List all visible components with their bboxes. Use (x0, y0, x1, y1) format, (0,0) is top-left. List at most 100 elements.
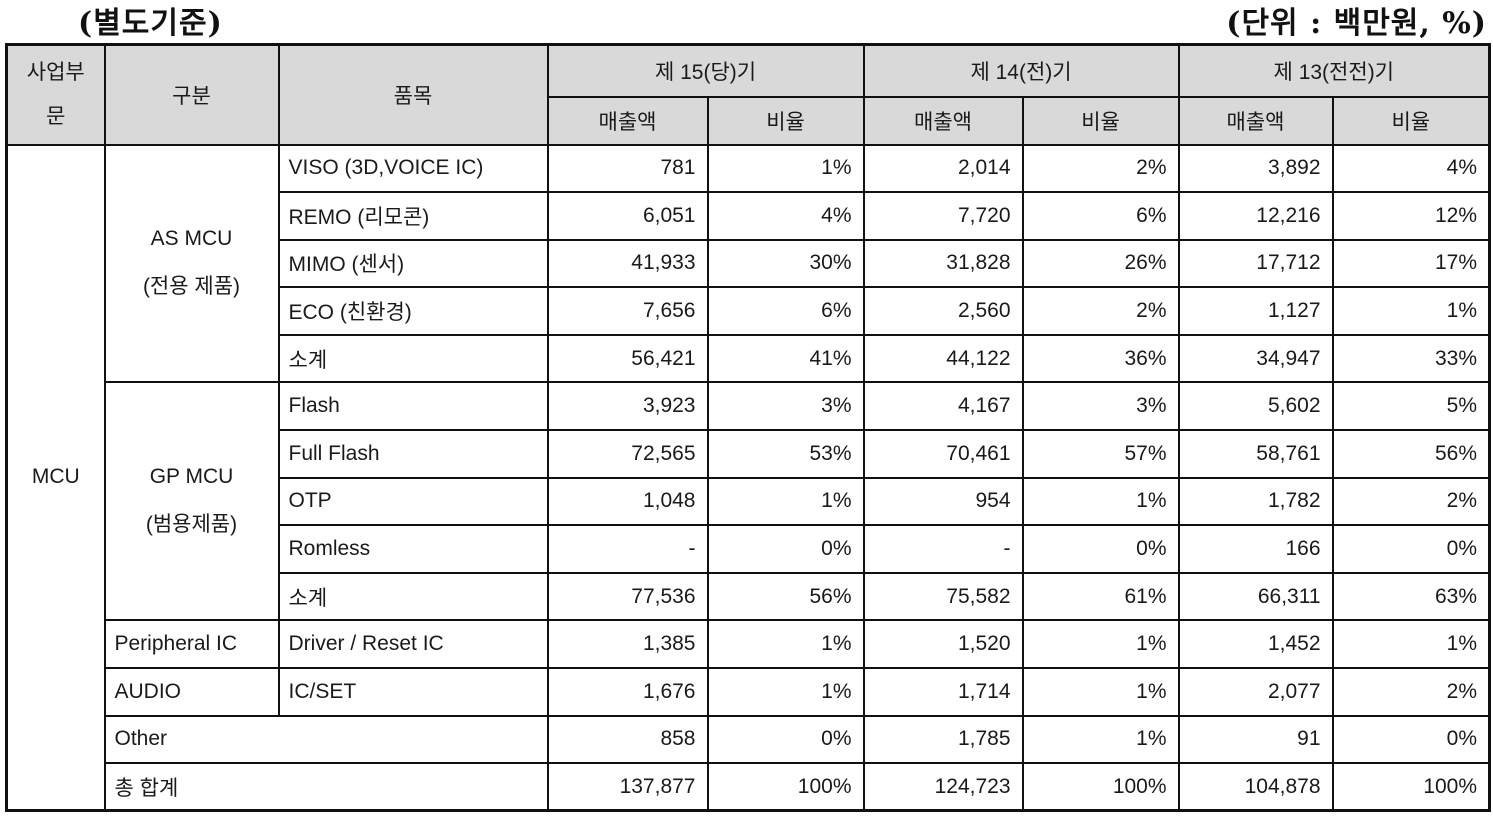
sales-cell: 4,167 (862, 381, 1024, 432)
category-cell-audio: AUDIO (103, 667, 280, 717)
ratio-cell: 5% (1331, 381, 1491, 432)
ratio-cell: 100% (1331, 762, 1491, 812)
sales-cell: 3,923 (546, 381, 709, 432)
sales-cell: 70,461 (862, 429, 1024, 479)
ratio-cell: 3% (706, 381, 865, 432)
ratio-cell: 33% (1331, 333, 1491, 384)
header-period-14: 제 14(전)기 (862, 43, 1180, 98)
sales-cell: 137,877 (546, 762, 709, 812)
ratio-cell: 2% (1331, 667, 1491, 717)
sales-cell: 44,122 (862, 333, 1024, 384)
item-cell: Flash (277, 381, 549, 432)
category-cell-gp-mcu: GP MCU (범용제품) (103, 381, 280, 622)
ratio-cell: 1% (1021, 619, 1180, 670)
sales-cell: 124,723 (862, 762, 1024, 812)
ratio-cell: 17% (1331, 238, 1491, 289)
sales-cell: 58,761 (1177, 429, 1334, 479)
sales-cell: 12,216 (1177, 191, 1334, 241)
header-sales-14: 매출액 (862, 95, 1024, 146)
sales-cell: - (546, 524, 709, 574)
ratio-cell: 30% (706, 238, 865, 289)
ratio-cell: 41% (706, 333, 865, 384)
item-cell: IC/SET (277, 667, 549, 717)
sales-cell: 1,714 (862, 667, 1024, 717)
header-category: 구분 (103, 43, 280, 146)
ratio-cell: 1% (706, 619, 865, 670)
ratio-cell: 36% (1021, 333, 1180, 384)
table-row: MCU AS MCU (전용 제품) VISO (3D,VOICE IC) 781… (5, 143, 1491, 812)
sales-cell: 6,051 (546, 191, 709, 241)
ratio-cell: 61% (1021, 571, 1180, 622)
item-cell: OTP (277, 476, 549, 527)
item-cell: REMO (리모콘) (277, 191, 549, 241)
table-row: ECO (친환경) 7,656 6% 2,560 2% 1,127 1% (7, 286, 1491, 336)
sales-cell: 17,712 (1177, 238, 1334, 289)
ratio-cell: 4% (706, 191, 865, 241)
item-cell: Full Flash (277, 429, 549, 479)
ratio-cell: 1% (706, 143, 865, 194)
sales-cell: 34,947 (1177, 333, 1334, 384)
unit-label: (단위 : 백만원, %) (1226, 6, 1487, 41)
ratio-cell: 0% (1331, 524, 1491, 574)
sales-by-product-table: 사업부 문 구분 품목 제 15(당)기 제 14(전)기 제 13(전전)기 매… (5, 43, 1492, 813)
ratio-cell: 57% (1021, 429, 1180, 479)
ratio-cell: 1% (1021, 476, 1180, 527)
table-row: GP MCU (범용제품) Flash 3,923 3% 4,167 3% 5,6… (7, 381, 1491, 622)
sales-cell: 954 (862, 476, 1024, 527)
table-row-subtotal: 소계 77,536 56% 75,582 61% 66,311 63% (7, 571, 1491, 622)
ratio-cell: 53% (706, 429, 865, 479)
sales-cell: 858 (546, 714, 709, 765)
ratio-cell: 100% (706, 762, 865, 812)
ratio-cell: 0% (1021, 524, 1180, 574)
item-cell-subtotal: 소계 (277, 571, 549, 622)
table-row: MIMO (센서) 41,933 30% 31,828 26% 17,712 1… (7, 238, 1491, 289)
sales-cell: 7,720 (862, 191, 1024, 241)
sales-cell: 2,560 (862, 286, 1024, 336)
ratio-cell: 6% (1021, 191, 1180, 241)
sales-cell: 91 (1177, 714, 1334, 765)
header-row-periods: 사업부 문 구분 품목 제 15(당)기 제 14(전)기 제 13(전전)기 (5, 43, 1491, 146)
sales-cell: 41,933 (546, 238, 709, 289)
header-division: 사업부 문 (5, 43, 106, 146)
ratio-cell: 63% (1331, 571, 1491, 622)
ratio-cell: 100% (1021, 762, 1180, 812)
sales-cell: 1,452 (1177, 619, 1334, 670)
table-row-subtotal: 소계 56,421 41% 44,122 36% 34,947 33% (7, 333, 1491, 384)
item-cell-subtotal: 소계 (277, 333, 549, 384)
sales-cell: 1,782 (1177, 476, 1334, 527)
sales-cell: 1,127 (1177, 286, 1334, 336)
sales-cell: 56,421 (546, 333, 709, 384)
ratio-cell: 2% (1021, 143, 1180, 194)
table-row: Peripheral IC Driver / Reset IC 1,385 1%… (7, 619, 1491, 670)
table-row: AUDIO IC/SET 1,676 1% 1,714 1% 2,077 2% (7, 667, 1491, 717)
sales-cell: 1,785 (862, 714, 1024, 765)
header-row-measures: 매출액 비율 매출액 비율 매출액 비율 (7, 95, 1491, 146)
header-period-13: 제 13(전전)기 (1177, 43, 1491, 98)
division-cell: MCU (5, 143, 106, 812)
header-item: 품목 (277, 43, 549, 146)
sales-cell: 72,565 (546, 429, 709, 479)
table-row: Romless - 0% - 0% 166 0% (7, 524, 1491, 574)
sales-cell: 3,892 (1177, 143, 1334, 194)
ratio-cell: 0% (1331, 714, 1491, 765)
header-sales-15: 매출액 (546, 95, 709, 146)
item-cell: VISO (3D,VOICE IC) (277, 143, 549, 194)
label-cell-other: Other (103, 714, 549, 765)
sales-cell: 77,536 (546, 571, 709, 622)
ratio-cell: 4% (1331, 143, 1491, 194)
sales-cell: 7,656 (546, 286, 709, 336)
ratio-cell: 0% (706, 524, 865, 574)
ratio-cell: 2% (1021, 286, 1180, 336)
header-period-15: 제 15(당)기 (546, 43, 865, 98)
ratio-cell: 56% (706, 571, 865, 622)
sales-cell: 1,520 (862, 619, 1024, 670)
ratio-cell: 1% (706, 667, 865, 717)
table-row: OTP 1,048 1% 954 1% 1,782 2% (7, 476, 1491, 527)
basis-label: (별도기준) (78, 6, 223, 41)
ratio-cell: 56% (1331, 429, 1491, 479)
sales-cell: 1,385 (546, 619, 709, 670)
sales-cell: 1,676 (546, 667, 709, 717)
item-cell: ECO (친환경) (277, 286, 549, 336)
header-ratio-13: 비율 (1331, 95, 1491, 146)
ratio-cell: 26% (1021, 238, 1180, 289)
